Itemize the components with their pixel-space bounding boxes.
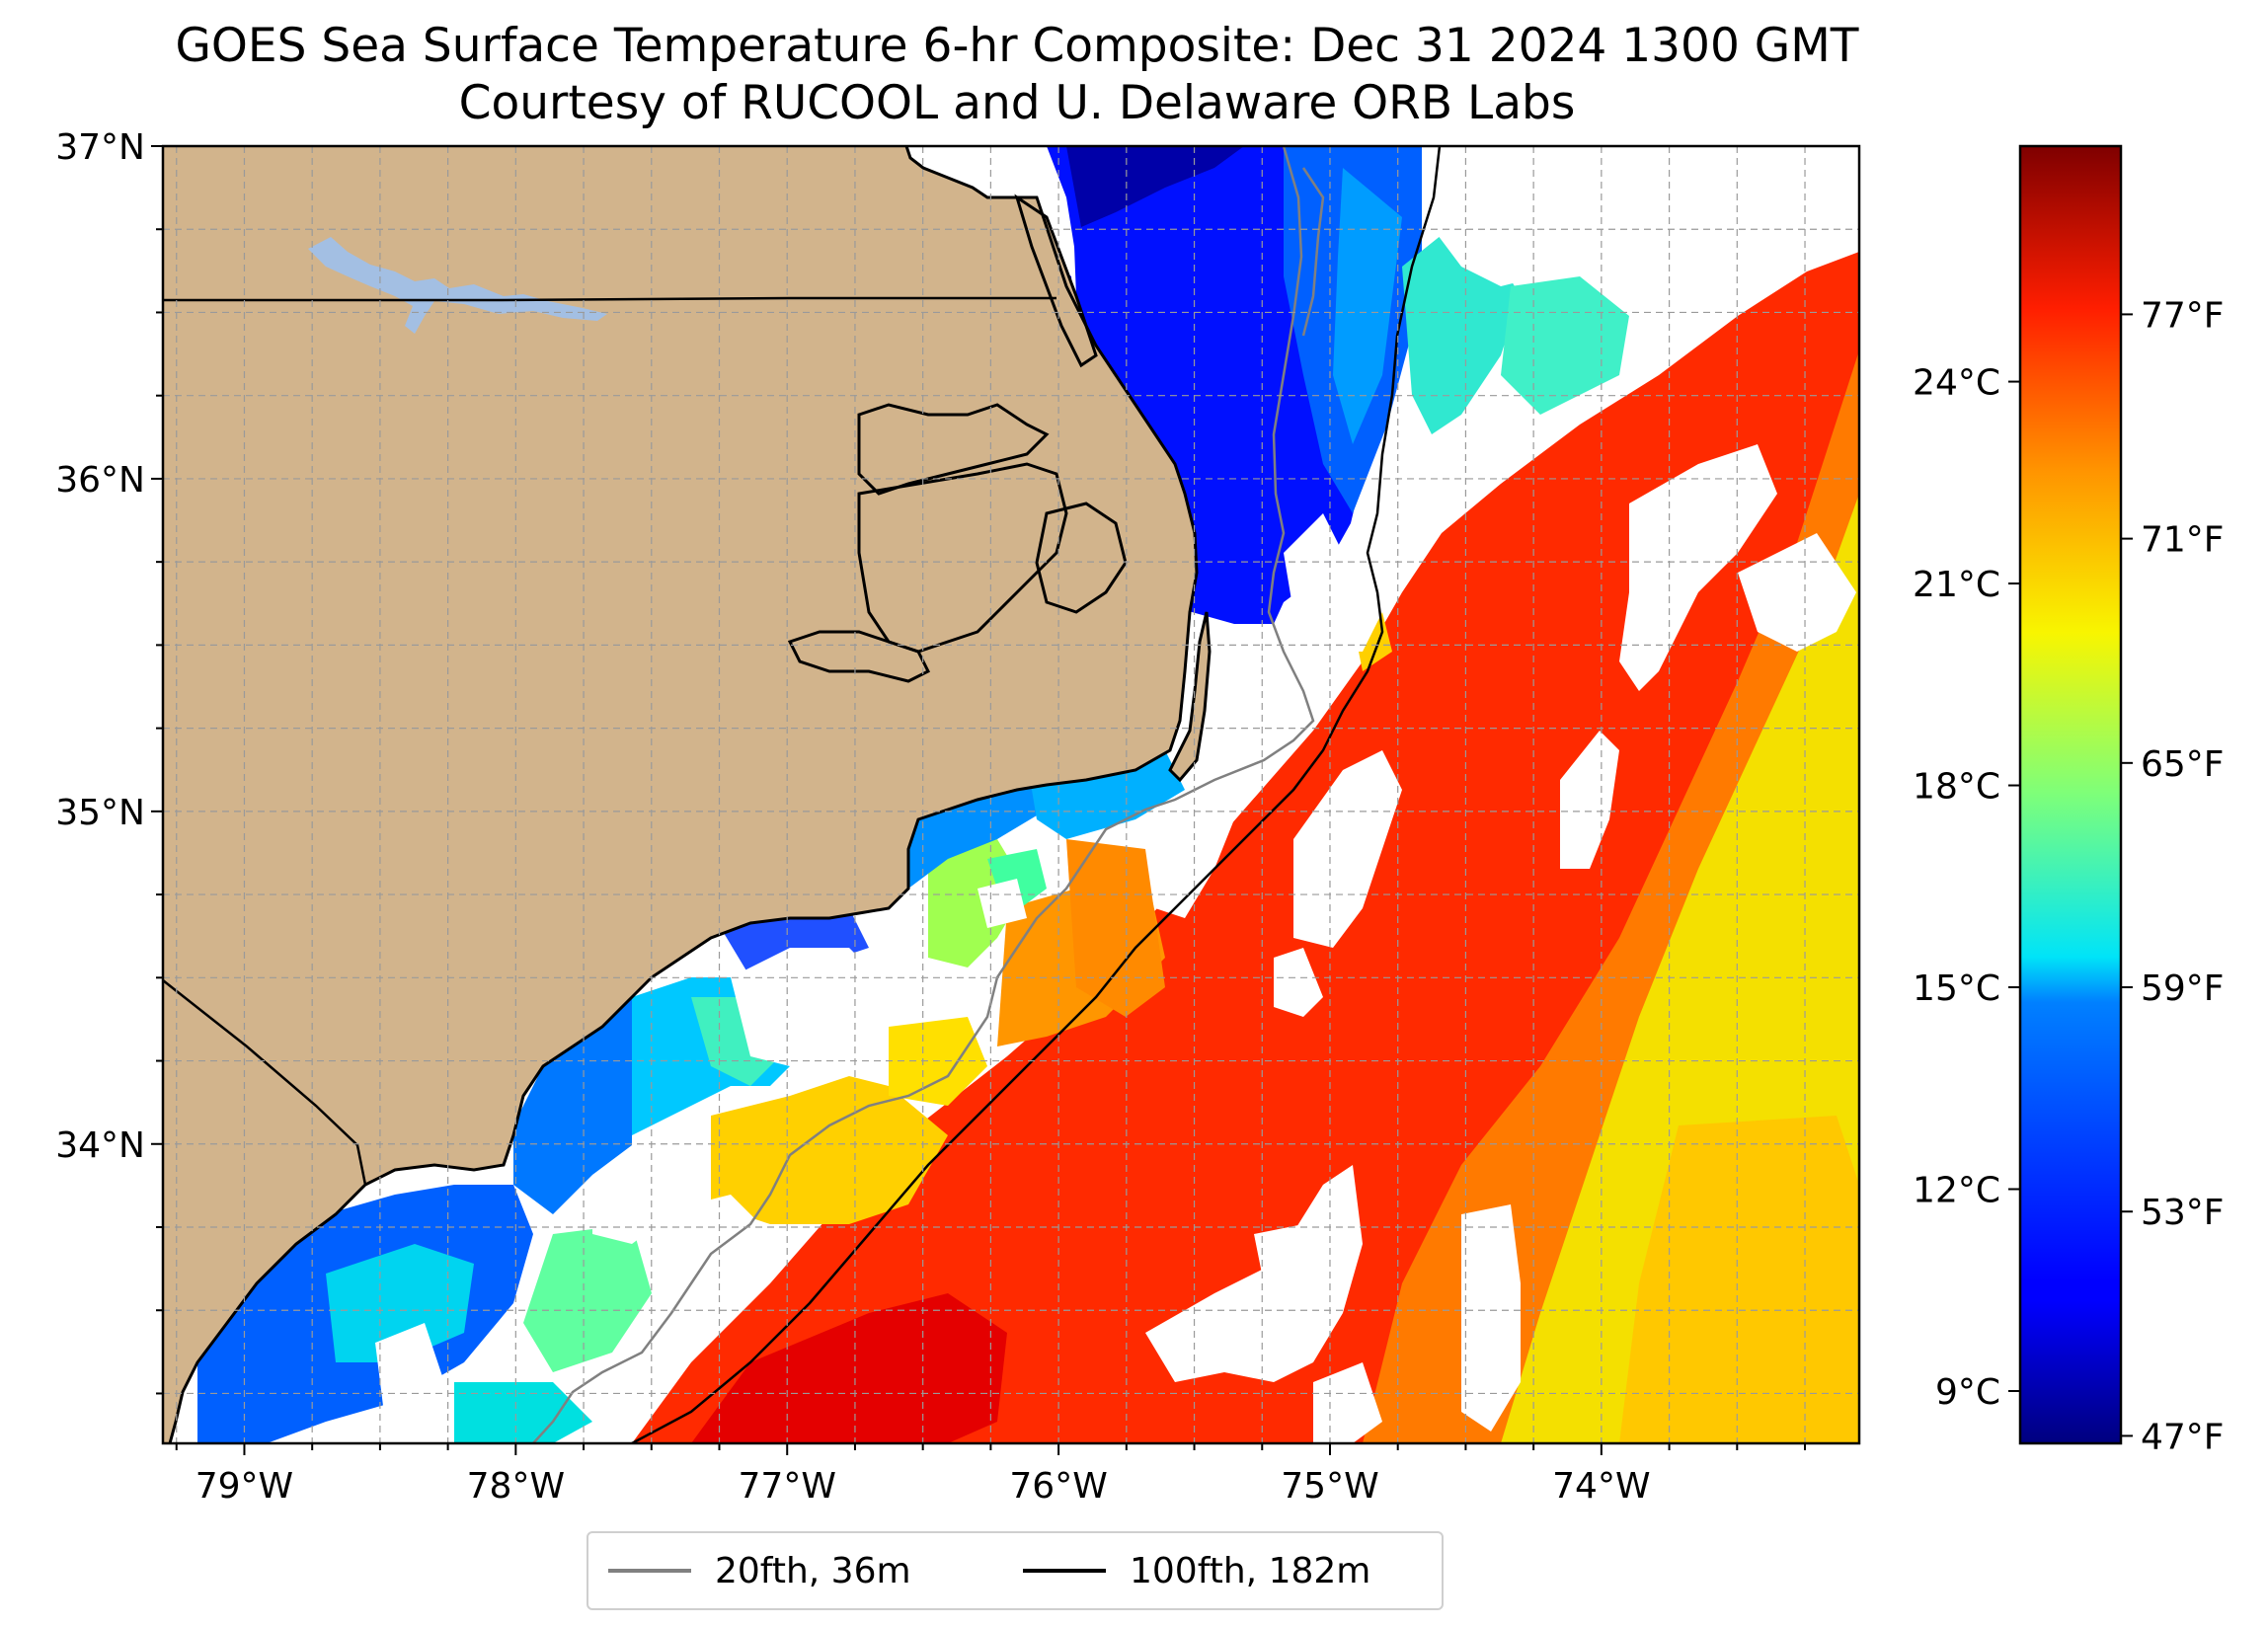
colorbar-c-label: 18°C	[1913, 767, 2000, 808]
cloud-mid-east	[1619, 444, 1777, 691]
cloud-mid	[1293, 750, 1402, 948]
colorbar-c-label: 12°C	[1913, 1171, 2000, 1211]
sst-shelf-orange-2	[1066, 839, 1165, 1017]
sst-coastal-green-1	[523, 1224, 652, 1372]
sst-gulf-stream-dark	[691, 1293, 1007, 1443]
isobath-100fth	[631, 146, 1442, 1443]
lon-tick-label: 75°W	[1281, 1466, 1378, 1507]
lon-tick-label: 79°W	[196, 1466, 293, 1507]
colorbar-f-label: 53°F	[2141, 1193, 2225, 1233]
colorbar-c-label: 9°C	[1935, 1372, 2000, 1413]
sst-north-light	[1333, 168, 1402, 444]
legend-line-gray	[608, 1569, 691, 1573]
cloud-ne	[1422, 146, 1659, 286]
legend-label-100fth: 100fth, 182m	[1130, 1550, 1371, 1591]
land-currituck-peninsula	[1017, 197, 1096, 365]
sst-north-deep	[1066, 146, 1244, 227]
cloud-shore-8	[1323, 592, 1382, 652]
cloud-mid-east-2	[1738, 533, 1856, 652]
legend-label-20fth: 20fth, 36m	[715, 1550, 911, 1591]
lat-tick-label: 36°N	[55, 460, 145, 501]
lon-tick-label: 74°W	[1552, 1466, 1650, 1507]
colorbar-f-label: 59°F	[2141, 968, 2225, 1009]
colorbar-f-label: 47°F	[2141, 1417, 2225, 1457]
no-data-patches	[375, 146, 1859, 1443]
lon-tick-label: 78°W	[467, 1466, 565, 1507]
colorbar-c-label: 21°C	[1913, 565, 2000, 605]
cloud-shore-10	[978, 879, 1027, 928]
colorbar: 77°F 71°F 65°F 59°F 53°F 47°F 24°C 21°C 18°C 15°C…	[1913, 144, 2225, 1457]
cloud-shore-3	[375, 1323, 444, 1422]
lat-tick-label: 37°N	[55, 127, 145, 168]
map-frame	[161, 144, 1861, 1445]
land-tidewater	[859, 464, 1066, 652]
lat-tick-label: 34°N	[55, 1125, 145, 1166]
axis-ticks: 79°W 78°W 77°W 76°W 75°W 74°W 37°N 36°N 35°N 34°N	[55, 127, 1807, 1507]
map-title: GOES Sea Surface Temperature 6-hr Compos…	[175, 19, 1859, 73]
lat-tick-label: 35°N	[55, 793, 145, 833]
cloud-mid-2	[1560, 731, 1619, 869]
nc-sc-border	[163, 979, 367, 1186]
cloud-shore-6	[1185, 632, 1303, 750]
sst-coastal-cyan-4	[454, 1382, 592, 1443]
graticule	[163, 146, 1859, 1443]
land-albemarle-north	[859, 405, 1047, 494]
state-borders	[163, 296, 1056, 1186]
colorbar-f-label: 71°F	[2141, 520, 2225, 561]
lon-tick-label: 77°W	[739, 1466, 836, 1507]
colorbar-c-label: 15°C	[1913, 968, 2000, 1009]
lake-kerr	[308, 237, 607, 334]
sst-offshore-yellow-2	[1619, 1116, 1859, 1443]
colorbar-frame	[2018, 144, 2123, 1445]
sst-shelf-yellow	[711, 1076, 948, 1224]
cloud-south-4	[1461, 1204, 1521, 1432]
sst-coastal-cyan-3	[326, 1244, 474, 1362]
lon-tick-label: 76°W	[1009, 1466, 1107, 1507]
cloud-shore-7	[1284, 513, 1343, 612]
coastline	[168, 146, 1212, 1443]
cloud-south-1	[1145, 1165, 1363, 1382]
cloud-shore-9	[691, 1195, 760, 1254]
isobath-20fth	[532, 146, 1325, 1443]
colorbar-ticks: 77°F 71°F 65°F 59°F 53°F 47°F 24°C 21°C 18°C 15°C…	[1913, 295, 2224, 1457]
sst-coastal-cyan-7	[1501, 276, 1629, 415]
map-subtitle: Courtesy of RUCOOL and U. Delaware ORB L…	[458, 76, 1576, 130]
legend-item-100fth: 100fth, 182m	[1023, 1533, 1370, 1608]
land	[163, 146, 1210, 1443]
sst-coastal-blue-1	[513, 997, 632, 1214]
map-area	[163, 146, 1859, 1443]
cloud-inner-2	[1274, 948, 1323, 1017]
nc-va-border	[163, 296, 1056, 302]
cloud-south-3	[1254, 1224, 1313, 1283]
colorbar-f-label: 77°F	[2141, 295, 2225, 336]
cloud-ne-2	[1600, 146, 1859, 355]
colorbar-f-label: 65°F	[2141, 744, 2225, 785]
legend-line-black	[1023, 1569, 1106, 1573]
colorbar-gradient	[2020, 146, 2121, 1443]
legend: 20fth, 36m 100fth, 182m	[587, 1531, 1444, 1610]
legend-item-20fth: 20fth, 36m	[608, 1533, 911, 1608]
colorbar-c-label: 24°C	[1913, 363, 2000, 404]
